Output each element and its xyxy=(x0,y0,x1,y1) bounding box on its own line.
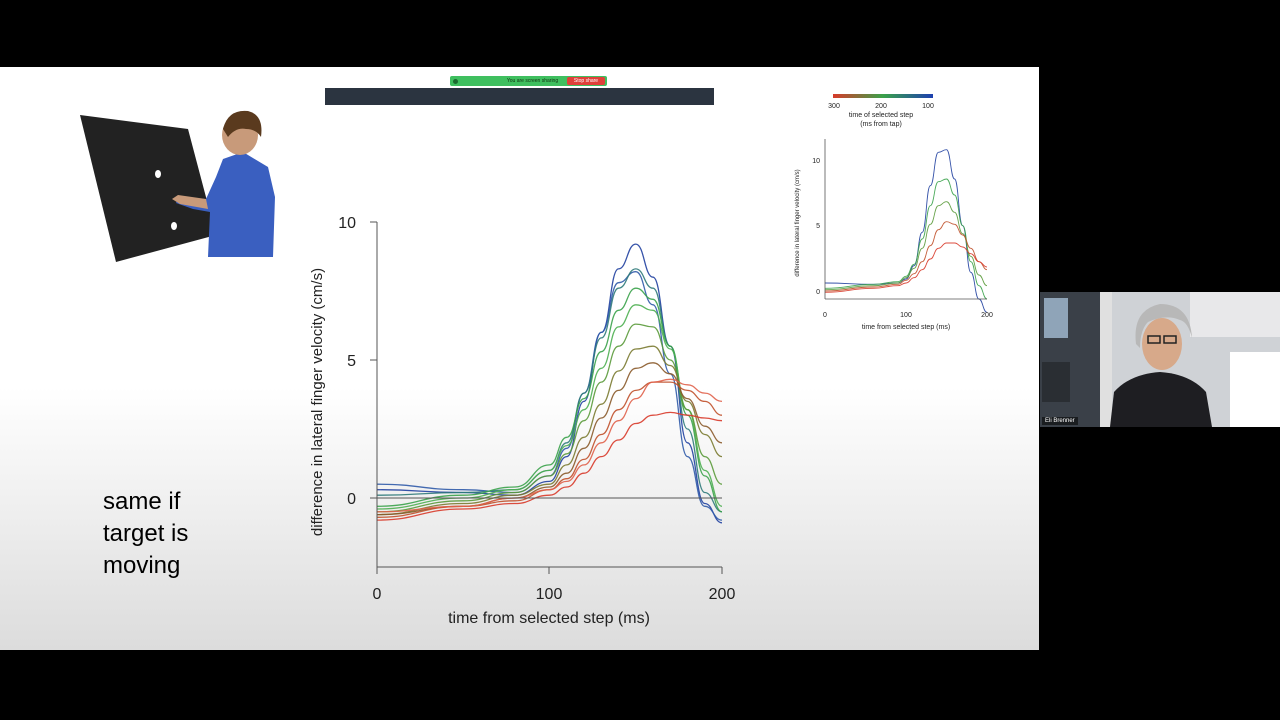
velocity-series-line xyxy=(376,304,723,510)
main-x-tick-100: 100 xyxy=(536,586,563,603)
inset-x-tick-100: 100 xyxy=(900,312,912,319)
inset-y-tick-0: 0 xyxy=(816,289,820,296)
touch-screen xyxy=(80,115,216,262)
main-x-tick-0: 0 xyxy=(373,586,382,603)
velocity-series-line xyxy=(376,287,723,513)
inset-chart-lines xyxy=(824,149,988,313)
main-y-axis-label: difference in lateral finger velocity (c… xyxy=(309,268,326,536)
caption-line-3: moving xyxy=(103,552,181,579)
person-body xyxy=(176,152,275,257)
main-velocity-chart: 10 5 0 0 100 200 time from selected step… xyxy=(309,215,736,627)
velocity-series-line xyxy=(376,243,723,524)
slide-caption: same if target is moving xyxy=(103,486,243,582)
colorbar-label-line1: time of selected step xyxy=(849,112,913,119)
velocity-series-line xyxy=(376,271,723,521)
inset-velocity-chart: 300 200 100 time of selected step (ms fr… xyxy=(795,94,993,331)
participant-body xyxy=(1110,372,1212,427)
main-y-tick-0: 0 xyxy=(347,491,356,508)
velocity-series-line xyxy=(376,323,723,513)
screen-target-dot xyxy=(171,222,177,230)
colorbar-tick-100: 100 xyxy=(922,103,934,110)
velocity-series-line xyxy=(824,221,988,292)
colorbar-tick-200: 200 xyxy=(875,103,887,110)
screen-sharing-bar: You are screen sharing xyxy=(450,76,607,86)
main-chart-lines xyxy=(376,243,723,524)
sharing-indicator-icon xyxy=(453,78,458,84)
webcam-scene xyxy=(1040,292,1280,427)
inset-x-tick-200: 200 xyxy=(981,312,993,319)
caption-line-1: same if xyxy=(103,488,181,515)
colorbar xyxy=(833,94,933,98)
inset-x-tick-0: 0 xyxy=(823,312,827,319)
inset-x-axis-label: time from selected step (ms) xyxy=(862,324,950,331)
main-y-tick-5: 5 xyxy=(347,353,356,370)
screen-sharing-status: You are screen sharing xyxy=(506,78,559,84)
velocity-series-line xyxy=(824,201,988,291)
person-arm xyxy=(172,195,208,209)
person-hair xyxy=(223,110,262,137)
person-at-screen-illustration xyxy=(80,110,275,262)
velocity-series-line xyxy=(376,381,723,518)
velocity-series-line xyxy=(376,411,723,521)
colorbar-label-line2: (ms from tap) xyxy=(860,121,902,128)
inset-y-tick-10: 10 xyxy=(812,158,820,165)
main-y-tick-10: 10 xyxy=(338,215,356,232)
colorbar-tick-300: 300 xyxy=(828,103,840,110)
velocity-series-line xyxy=(824,178,988,300)
main-x-tick-200: 200 xyxy=(709,586,736,603)
webcam-video[interactable] xyxy=(1040,292,1280,427)
presentation-slide: same if target is moving 10 5 0 0 100 20… xyxy=(0,67,1039,650)
velocity-series-line xyxy=(376,345,723,516)
inset-y-tick-5: 5 xyxy=(816,223,820,230)
stop-share-button[interactable]: Stop share xyxy=(567,77,605,85)
participant-name-label: Eli Brenner xyxy=(1042,417,1078,425)
velocity-series-line xyxy=(824,242,988,293)
participant-face xyxy=(1142,318,1182,370)
screen-target-dot xyxy=(155,170,161,178)
caption-line-2: target is xyxy=(103,520,189,547)
participant-hair xyxy=(1135,304,1192,348)
meeting-toolbar[interactable] xyxy=(325,88,714,105)
main-x-axis-label: time from selected step (ms) xyxy=(448,610,650,627)
inset-y-axis-label: difference in lateral finger velocity (c… xyxy=(795,169,801,276)
